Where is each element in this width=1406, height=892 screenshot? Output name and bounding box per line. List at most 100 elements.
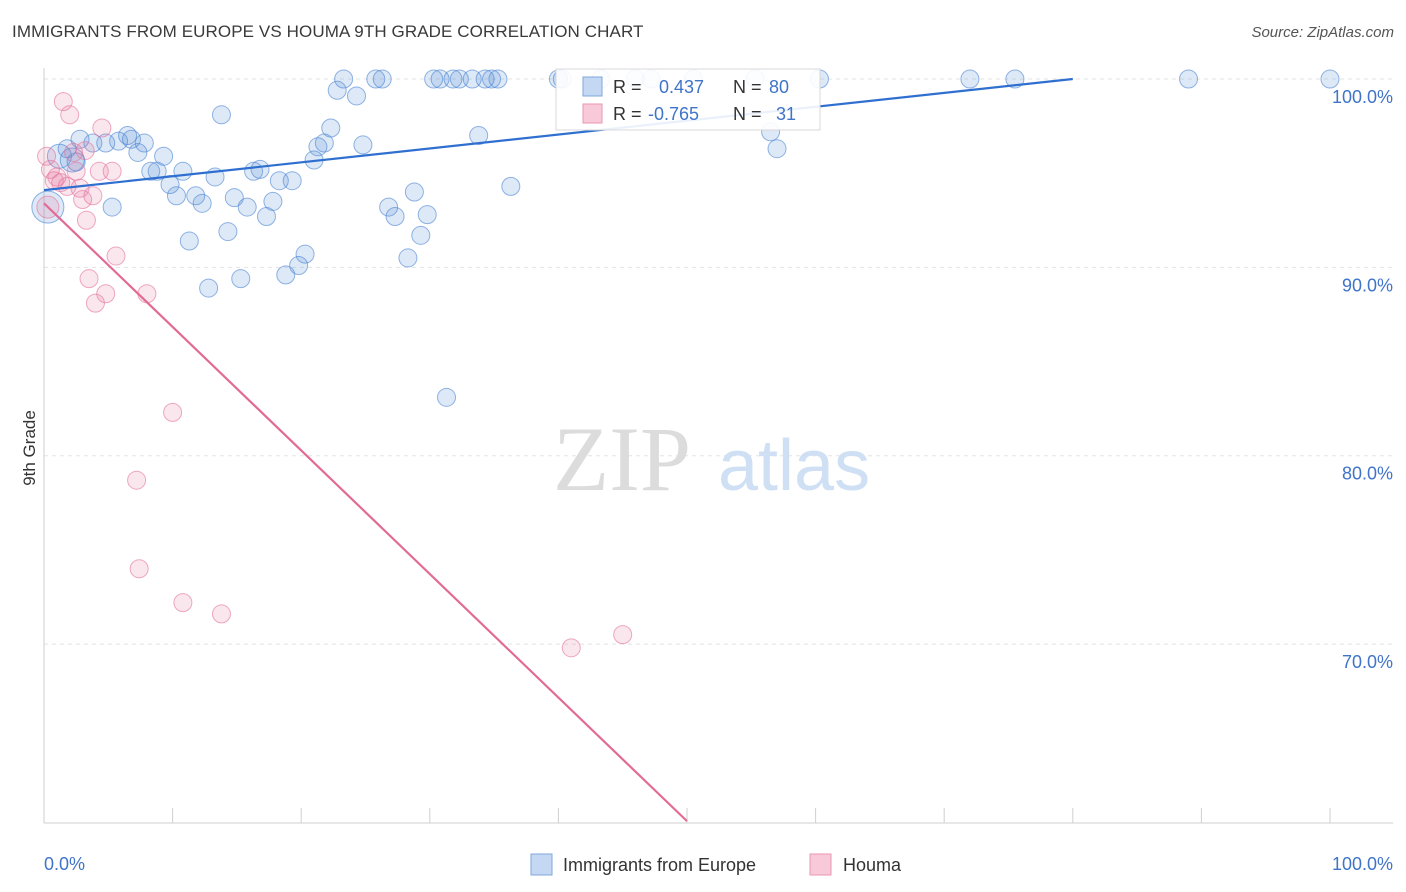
data-point-europe <box>250 159 270 179</box>
data-point-europe <box>128 142 148 162</box>
watermark-atlas: atlas <box>718 426 870 506</box>
data-point-houma <box>40 159 60 179</box>
legend-n-label-europe: N = <box>733 77 762 97</box>
data-point-houma <box>92 118 112 138</box>
data-point-europe <box>417 205 437 225</box>
x-tick-label: 100.0% <box>1332 854 1393 874</box>
data-point-europe <box>289 255 309 275</box>
data-point-europe <box>379 197 399 217</box>
legend-n-value-europe: 80 <box>769 77 789 97</box>
data-point-europe <box>199 278 219 298</box>
data-point-houma <box>75 141 95 161</box>
data-point-houma <box>47 167 67 187</box>
data-point-houma <box>561 638 581 658</box>
data-point-houma <box>102 161 122 181</box>
bottom-legend-swatch-houma <box>809 853 832 876</box>
data-point-europe <box>501 176 521 196</box>
data-point-europe <box>141 161 161 181</box>
data-point-europe <box>154 146 174 166</box>
data-point-europe <box>295 244 315 264</box>
data-point-europe <box>437 387 457 407</box>
x-tick-label: 0.0% <box>44 854 85 874</box>
data-point-europe <box>224 188 244 208</box>
legend-r-label-europe: R = <box>613 77 642 97</box>
data-point-houma <box>76 210 96 230</box>
data-point-europe <box>411 225 431 245</box>
legend-r-label-houma: R = <box>613 104 642 124</box>
data-point-europe <box>263 191 283 211</box>
data-point-houma <box>64 142 84 162</box>
data-point-europe <box>353 135 373 155</box>
data-point-europe <box>960 69 980 89</box>
bottom-legend: Immigrants from Europe Houma <box>530 853 902 876</box>
data-point-europe <box>443 69 463 89</box>
data-point-europe <box>218 222 238 242</box>
legend-box: R = 0.437 N = 80 R = -0.765 N = 31 <box>555 68 821 131</box>
legend-n-value-houma: 31 <box>776 104 796 124</box>
data-point-europe <box>385 206 405 226</box>
data-point-europe <box>424 69 444 89</box>
legend-swatch-europe <box>582 76 603 97</box>
data-point-houma <box>137 284 157 304</box>
gridlines <box>44 78 1393 645</box>
data-point-houma <box>106 246 126 266</box>
data-point-europe <box>134 133 154 153</box>
data-point-europe <box>166 186 186 206</box>
data-point-europe <box>179 231 199 251</box>
watermark: ZIP atlas <box>553 408 870 510</box>
trendlines <box>43 77 1073 822</box>
data-point-houma <box>96 284 116 304</box>
data-point-houma <box>163 402 183 422</box>
y-tick-label: 90.0% <box>1342 275 1393 295</box>
data-point-europe <box>192 193 212 213</box>
data-point-europe <box>173 161 193 181</box>
data-point-houma <box>129 559 149 579</box>
trendline-houma <box>43 202 688 822</box>
data-point-houma <box>79 269 99 289</box>
trendline-europe <box>43 77 1073 192</box>
data-point-europe <box>1005 69 1025 89</box>
y-tick-label: 100.0% <box>1332 87 1393 107</box>
series-houma-points <box>36 92 633 658</box>
data-point-europe <box>211 105 231 125</box>
data-point-europe <box>346 86 366 106</box>
data-point-europe <box>276 265 296 285</box>
data-point-houma <box>211 604 231 624</box>
bottom-legend-label-europe: Immigrants from Europe <box>563 855 756 875</box>
y-axis-title: 9th Grade <box>20 410 39 486</box>
bottom-legend-label-houma: Houma <box>843 855 902 875</box>
data-point-houma <box>613 625 633 645</box>
data-point-europe <box>308 137 328 157</box>
data-point-europe <box>118 126 138 146</box>
data-point-europe <box>231 269 251 289</box>
data-point-houma <box>85 293 105 313</box>
data-point-europe <box>102 197 122 217</box>
y-tick-label: 80.0% <box>1342 464 1393 484</box>
axes <box>43 68 1393 824</box>
data-point-houma <box>173 593 193 613</box>
data-point-houma <box>73 190 93 210</box>
data-point-houma <box>60 105 80 125</box>
source-label: Source: ZipAtlas.com <box>1251 24 1394 41</box>
data-point-europe <box>237 197 257 217</box>
bottom-legend-swatch-europe <box>530 853 553 876</box>
data-point-europe <box>186 186 206 206</box>
data-point-europe <box>327 80 347 100</box>
y-tick-label: 70.0% <box>1342 652 1393 672</box>
chart-title: IMMIGRANTS FROM EUROPE VS HOUMA 9TH GRAD… <box>12 22 644 41</box>
data-point-europe <box>404 182 424 202</box>
data-point-europe <box>334 69 354 89</box>
data-point-europe <box>366 69 386 89</box>
data-point-houma <box>66 161 86 181</box>
data-point-europe <box>321 118 341 138</box>
data-point-europe <box>282 171 302 191</box>
data-point-europe <box>1179 69 1199 89</box>
data-point-houma <box>127 470 147 490</box>
data-point-europe <box>767 139 787 159</box>
x-axis-tick-labels: 0.0% 100.0% <box>44 854 1393 874</box>
data-point-europe <box>482 69 502 89</box>
data-point-europe <box>469 126 489 146</box>
data-point-europe <box>372 69 392 89</box>
legend-r-value-houma: -0.765 <box>648 104 699 124</box>
y-axis-tick-labels: 70.0% 80.0% 90.0% 100.0% <box>1332 87 1393 672</box>
